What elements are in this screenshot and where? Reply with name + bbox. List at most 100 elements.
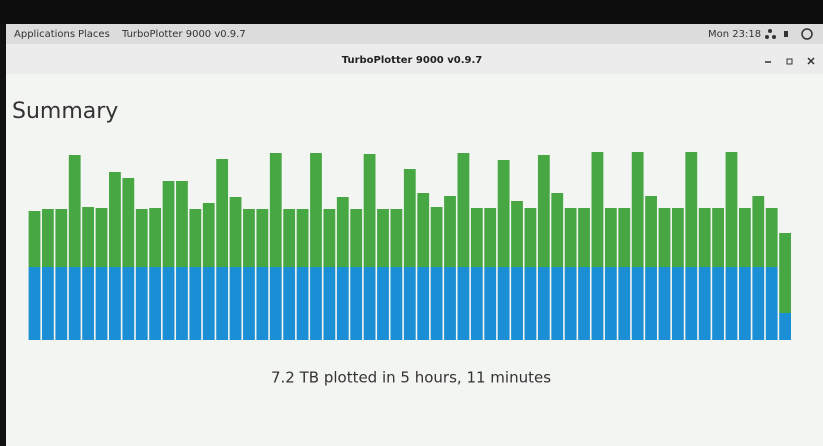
bar-segment xyxy=(605,267,617,340)
bar-segment xyxy=(189,267,201,340)
bar-segment xyxy=(390,267,402,340)
bar-segment xyxy=(230,197,242,267)
bar-segment xyxy=(498,160,510,267)
bar-segment xyxy=(69,155,81,267)
bar-segment xyxy=(176,267,188,340)
bar-segment xyxy=(69,267,81,340)
bar-segment xyxy=(256,267,268,340)
bar-segment xyxy=(55,267,67,340)
clock[interactable]: Mon 23:18 xyxy=(708,29,761,40)
bar-segment xyxy=(96,267,108,340)
bar-segment xyxy=(29,267,41,340)
bar-segment xyxy=(323,267,335,340)
bar-segment xyxy=(230,267,242,340)
bar-segment xyxy=(672,267,684,340)
bar-segment xyxy=(404,267,416,340)
bar-segment xyxy=(712,267,724,340)
bar-segment xyxy=(203,203,215,267)
bar-segment xyxy=(337,197,349,267)
bar-segment xyxy=(149,267,161,340)
bar-segment xyxy=(323,209,335,267)
bar-segment xyxy=(431,267,443,340)
bar-segment xyxy=(659,208,671,267)
bar-segment xyxy=(618,267,630,340)
bar-segment xyxy=(578,267,590,340)
bar-segment xyxy=(216,159,228,267)
bar-segment xyxy=(176,181,188,267)
bar-segment xyxy=(377,209,389,267)
bar-segment xyxy=(297,209,309,267)
bar-segment xyxy=(431,207,443,267)
bar-segment xyxy=(122,178,134,267)
bar-segment xyxy=(163,181,175,267)
bar-segment xyxy=(243,209,255,267)
bar-segment xyxy=(270,267,282,340)
bar-segment xyxy=(350,209,362,267)
bar-segment xyxy=(42,209,54,267)
bar-segment xyxy=(136,267,148,340)
bar-segment xyxy=(511,267,523,340)
bar-segment xyxy=(511,201,523,267)
bar-segment xyxy=(766,208,778,267)
bar-segment xyxy=(712,208,724,267)
bar-segment xyxy=(766,267,778,340)
bar-segment xyxy=(109,172,121,267)
bar-segment xyxy=(471,208,483,267)
window-title: TurboPlotter 9000 v0.9.7 xyxy=(342,55,483,66)
bar-segment xyxy=(310,153,322,267)
bar-segment xyxy=(471,267,483,340)
bar-segment xyxy=(96,208,108,267)
bar-segment xyxy=(672,208,684,267)
bar-segment xyxy=(444,267,456,340)
bar-segment xyxy=(109,267,121,340)
bar-segment xyxy=(82,267,94,340)
applications-menu[interactable]: Applications xyxy=(14,29,75,40)
bar-segment xyxy=(605,208,617,267)
bar-segment xyxy=(29,211,41,267)
bar-segment xyxy=(42,267,54,340)
bar-segment xyxy=(297,267,309,340)
bar-segment xyxy=(458,267,470,340)
bar-segment xyxy=(592,152,604,267)
bar-segment xyxy=(578,208,590,267)
bar-segment xyxy=(525,267,537,340)
task-item[interactable]: TurboPlotter 9000 v0.9.7 xyxy=(121,29,246,40)
places-menu[interactable]: Places xyxy=(78,29,110,40)
bar-segment xyxy=(659,267,671,340)
bar-segment xyxy=(417,267,429,340)
bar-segment xyxy=(779,313,791,340)
bar-segment xyxy=(390,209,402,267)
bar-segment xyxy=(484,267,496,340)
bar-segment xyxy=(122,267,134,340)
bar-segment xyxy=(739,267,751,340)
bar-segment xyxy=(498,267,510,340)
bar-segment xyxy=(364,154,376,267)
bar-segment xyxy=(752,267,764,340)
bar-segment xyxy=(538,155,550,267)
bar-segment xyxy=(645,267,657,340)
bar-segment xyxy=(417,193,429,267)
bar-segment xyxy=(55,209,67,267)
bar-segment xyxy=(525,208,537,267)
bar-segment xyxy=(565,208,577,267)
screen: Applications Places TurboPlotter 9000 v0… xyxy=(0,0,823,446)
bar-segment xyxy=(726,152,738,267)
page: Applications Places TurboPlotter 9000 v0… xyxy=(0,0,823,446)
bezel xyxy=(0,0,823,24)
bar-segment xyxy=(726,267,738,340)
bar-segment xyxy=(551,193,563,267)
bar-segment xyxy=(592,267,604,340)
bar-segment xyxy=(82,207,94,267)
bar-segment xyxy=(618,208,630,267)
bar-segment xyxy=(149,208,161,267)
bar-segment xyxy=(484,208,496,267)
bar-segment xyxy=(203,267,215,340)
bar-segment xyxy=(779,233,791,313)
bar-segment xyxy=(551,267,563,340)
bar-segment xyxy=(444,196,456,267)
bar-segment xyxy=(752,196,764,267)
bar-segment xyxy=(337,267,349,340)
bar-segment xyxy=(632,267,644,340)
bar-segment xyxy=(270,153,282,267)
bar-segment xyxy=(310,267,322,340)
